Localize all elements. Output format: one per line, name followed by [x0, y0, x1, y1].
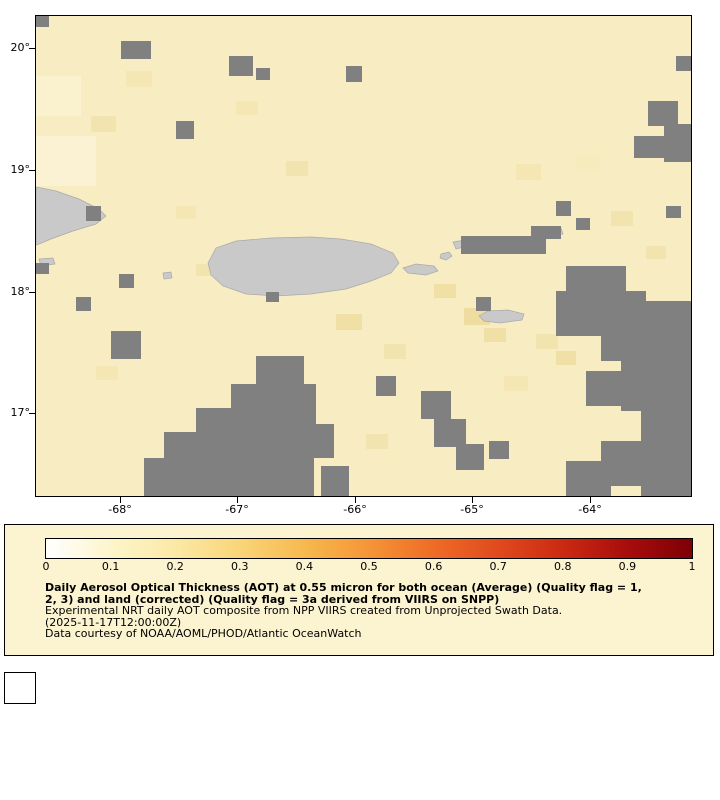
caption-timestamp: (2025-11-17T12:00:00Z) [45, 615, 182, 629]
lat-tick-mark [29, 413, 35, 414]
lat-tick-label: 20° [10, 41, 31, 54]
vieques-island [402, 263, 439, 276]
lon-tick-mark [120, 497, 121, 503]
colorbar-gradient [45, 538, 693, 559]
st-croix-island [478, 309, 525, 324]
lat-tick-mark [29, 170, 35, 171]
landmasses [36, 186, 564, 324]
lat-tick-label: 17° [10, 406, 31, 419]
corner-box [4, 672, 36, 704]
lat-tick-label: 18° [10, 285, 31, 298]
lon-tick-mark [590, 497, 591, 503]
aot-texture-cells [36, 71, 666, 449]
colorbar-tick-label: 0.9 [618, 560, 637, 573]
colorbar-tick-label: 0.2 [166, 560, 184, 573]
lat-tick-mark [29, 48, 35, 49]
caption-block: Daily Aerosol Optical Thickness (AOT) at… [45, 582, 700, 640]
lon-tick-mark [237, 497, 238, 503]
colorbar-tick-label: 0.5 [360, 560, 378, 573]
hispaniola-east-tip [36, 186, 107, 246]
caption-title-line2: 2, 3) and land (corrected) (Quality flag… [45, 592, 500, 606]
colorbar-tick-labels: 0 0.1 0.2 0.3 0.4 0.5 0.6 0.7 0.8 0.9 1 [42, 560, 696, 574]
legend-box: 0 0.1 0.2 0.3 0.4 0.5 0.6 0.7 0.8 0.9 1 Daily Aero… [4, 524, 714, 656]
cloud-cells [36, 16, 691, 496]
puerto-rico [207, 236, 400, 297]
lon-tick-label: -67° [225, 503, 249, 516]
map-plot [35, 15, 692, 497]
map-canvas [36, 16, 691, 496]
caption-title-line1: Daily Aerosol Optical Thickness (AOT) at… [45, 581, 642, 594]
lat-tick-mark [29, 292, 35, 293]
colorbar-tick-label: 0.7 [489, 560, 507, 573]
lon-tick-label: -65° [460, 503, 484, 516]
colorbar-tick-label: 1 [688, 560, 696, 573]
lon-tick-mark [355, 497, 356, 503]
caption-source-line: Experimental NRT daily AOT composite fro… [45, 604, 563, 617]
colorbar-tick-label: 0.1 [101, 560, 120, 573]
colorbar-tick-label: 0.8 [554, 560, 572, 573]
colorbar-tick-label: 0.3 [231, 560, 249, 573]
mona-island [162, 271, 173, 280]
lon-tick-label: -68° [108, 503, 132, 516]
lon-tick-label: -64° [578, 503, 602, 516]
culebra-island [439, 251, 453, 261]
colorbar-tick-label: 0.4 [295, 560, 314, 573]
lon-tick-mark [472, 497, 473, 503]
caption-courtesy: Data courtesy of NOAA/AOML/PHOD/Atlantic… [45, 627, 362, 640]
colorbar-tick-label: 0.6 [424, 560, 443, 573]
colorbar-tick-label: 0 [42, 560, 50, 573]
lon-tick-label: -66° [343, 503, 367, 516]
lat-tick-label: 19° [10, 163, 31, 176]
